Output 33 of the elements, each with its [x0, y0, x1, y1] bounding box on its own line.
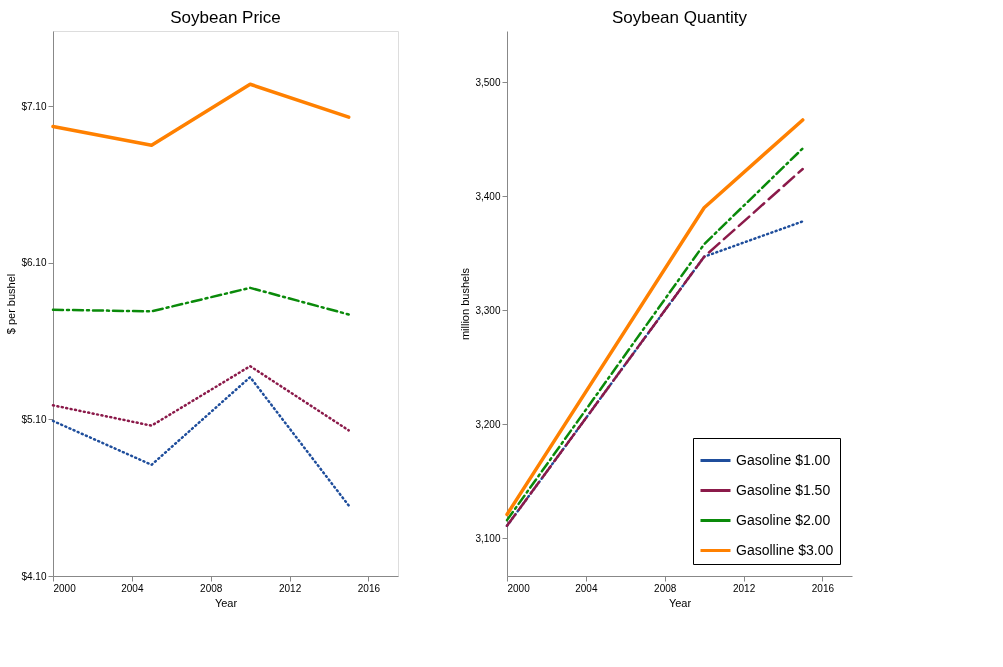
x-tick-label: 2008 [654, 582, 677, 594]
legend-label: Gasolline $3.00 [736, 541, 834, 558]
x-tick-label: 2004 [575, 582, 598, 594]
x-tick-label: 2004 [121, 582, 144, 594]
y-axis-title: $ per bushel [5, 273, 18, 335]
y-tick-label: 3,100 [475, 532, 501, 544]
x-tick-label: 2016 [357, 582, 381, 594]
x-axis-title: Year [668, 596, 692, 609]
line-series [51, 375, 350, 507]
legend-label: Gasoline $1.00 [736, 451, 831, 468]
x-tick-label: 2012 [278, 582, 302, 594]
line-series [51, 82, 351, 148]
y-tick-label: 3,400 [475, 190, 501, 202]
chart-title: Soybean Quantity [611, 8, 748, 27]
line-series [51, 364, 350, 432]
y-tick-label: $5.10 [21, 413, 47, 425]
y-tick-label: $7.10 [21, 100, 47, 112]
x-tick-label: 2008 [200, 582, 223, 594]
x-tick-label: 2000 [507, 582, 531, 594]
legend-label: Gasoline $1.50 [736, 481, 831, 498]
legend-label: Gasoline $2.00 [736, 511, 831, 528]
chart-title: Soybean Price [170, 8, 281, 27]
y-tick-label: $4.10 [21, 570, 47, 582]
y-tick-label: 3,300 [475, 304, 501, 316]
x-axis-title: Year [214, 596, 238, 609]
y-tick-label: 3,200 [475, 418, 501, 430]
y-tick-label: 3,500 [475, 76, 501, 88]
y-axis-title: million bushels [459, 267, 472, 341]
y-tick-label: $6.10 [21, 257, 47, 269]
x-tick-label: 2012 [732, 582, 756, 594]
x-tick-label: 2016 [811, 582, 835, 594]
line-series [51, 286, 350, 316]
x-tick-label: 2000 [53, 582, 77, 594]
